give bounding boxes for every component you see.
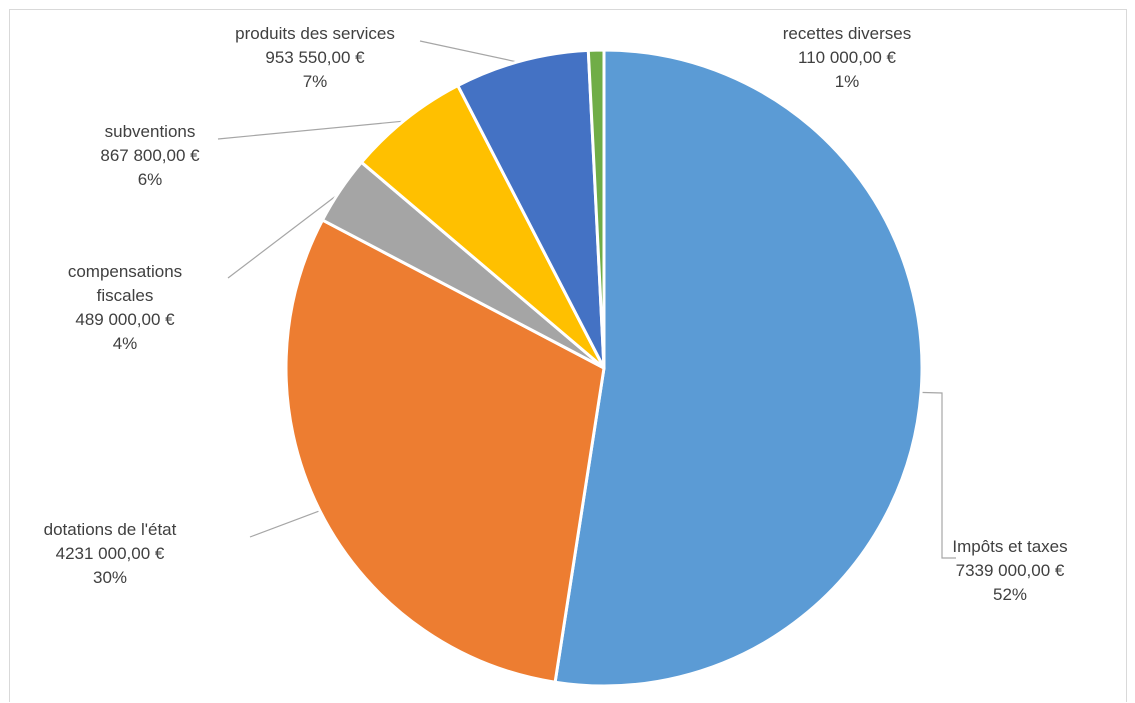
chart-area: Impôts et taxes 7339 000,00 € 52% dotati… (9, 9, 1127, 702)
slice-percent: 52% (992, 585, 1028, 604)
slice-label: Impôts et taxes (952, 537, 1068, 556)
slice-label: subventions (104, 122, 196, 141)
slice-percent: 4% (112, 334, 138, 353)
leader-line-produits-des-services (419, 40, 522, 64)
slice-value: 867 800,00 € (100, 146, 200, 165)
data-label-produits-des-services: produits des services 953 550,00 € 7% (205, 22, 425, 94)
slice-percent: 1% (834, 72, 860, 91)
pie-slice-dotations-de-l-etat (284, 218, 606, 684)
slice-value: 953 550,00 € (265, 48, 365, 67)
leader-line-subventions (217, 120, 408, 140)
data-label-dotations-de-l-etat: dotations de l'état 4231 000,00 € 30% (20, 518, 200, 590)
data-label-compensations-fiscales: compensations fiscales 489 000,00 € 4% (45, 260, 205, 356)
leader-line-dotations-de-l-etat (249, 509, 322, 538)
leader-lines (217, 40, 956, 559)
slice-value: 7339 000,00 € (955, 561, 1065, 580)
slice-percent: 30% (92, 568, 128, 587)
pie-slices (284, 48, 924, 688)
leader-line-compensations-fiscales (227, 190, 343, 279)
slice-label: recettes diverses (782, 24, 912, 43)
slice-value: 110 000,00 € (798, 48, 896, 67)
data-label-recettes-diverses: recettes diverses 110 000,00 € 1% (757, 22, 937, 94)
slice-value: 4231 000,00 € (55, 544, 165, 563)
pie-slice-recettes-diverses (586, 48, 606, 370)
slice-label-line-1: compensations (67, 262, 183, 281)
slice-label: produits des services (235, 24, 395, 43)
slice-value: 489 000,00 € (75, 310, 175, 329)
pie-slice-subventions (359, 84, 606, 370)
pie-slice-impots-et-taxes (553, 48, 924, 688)
data-label-impots-et-taxes: Impôts et taxes 7339 000,00 € 52% (930, 535, 1090, 607)
slice-label-line-2: fiscales (96, 286, 154, 305)
leader-line-impots-et-taxes (919, 391, 956, 559)
slice-percent: 6% (137, 170, 163, 189)
slice-percent: 7% (302, 72, 328, 91)
data-label-subventions: subventions 867 800,00 € 6% (80, 120, 220, 192)
pie-chart (217, 40, 956, 688)
pie-slice-produits-des-services (456, 48, 606, 370)
slice-label: dotations de l'état (43, 520, 177, 539)
